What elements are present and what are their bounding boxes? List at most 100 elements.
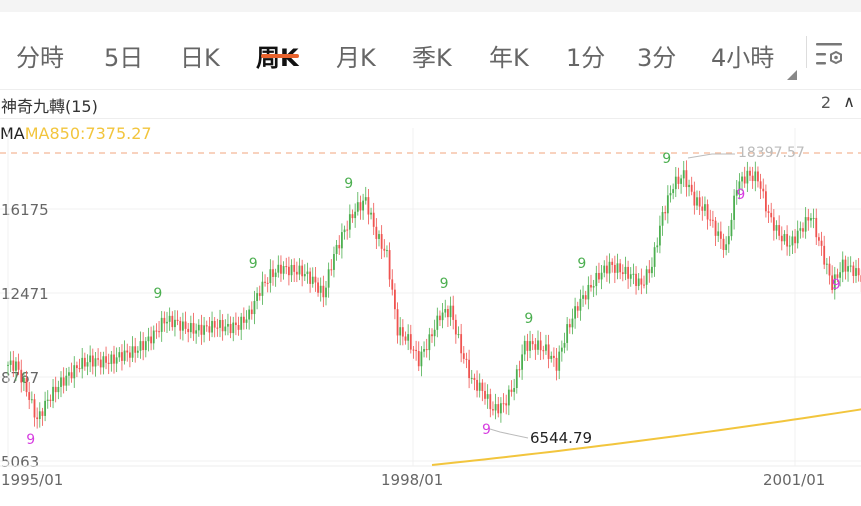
candle (775, 225, 778, 231)
candle (86, 362, 89, 367)
candle (664, 212, 667, 214)
candle (595, 272, 598, 287)
candle (401, 327, 404, 337)
tab-6[interactable]: 年K (489, 44, 529, 72)
candle (645, 269, 648, 285)
candle (433, 329, 436, 337)
candle (733, 195, 735, 220)
candle (282, 266, 285, 274)
td-sequential-label: 9 (662, 151, 671, 167)
tab-5[interactable]: 季K (412, 44, 452, 72)
candle (759, 181, 762, 189)
active-tab-indicator (261, 54, 299, 58)
candle (507, 389, 510, 406)
max-price-label: 18397.57 (738, 145, 805, 161)
candle (38, 411, 41, 420)
candle (227, 323, 229, 327)
candle (409, 334, 412, 350)
candle (788, 245, 791, 247)
candle (825, 263, 828, 265)
candle (359, 202, 362, 211)
tab-9[interactable]: 4小時 (711, 44, 775, 72)
candle (481, 382, 484, 391)
candle (176, 319, 179, 321)
candle (629, 274, 632, 279)
candle (476, 379, 478, 391)
tab-4[interactable]: 月K (336, 44, 376, 72)
candle (606, 265, 608, 274)
candle (447, 309, 449, 318)
candle (256, 293, 258, 301)
list-settings-icon[interactable] (814, 40, 846, 70)
candle (693, 191, 696, 206)
candle (820, 240, 823, 246)
candle (333, 253, 335, 270)
candle (216, 327, 219, 329)
candle (412, 349, 415, 351)
candle (301, 265, 304, 277)
candle (613, 264, 616, 273)
candle (295, 271, 298, 275)
tab-7[interactable]: 1分 (566, 44, 606, 72)
candle (240, 316, 243, 330)
candle (242, 316, 245, 323)
candle (232, 322, 235, 334)
candle (719, 231, 722, 239)
candle (250, 309, 253, 315)
tab-8[interactable]: 3分 (637, 44, 677, 72)
candle (192, 323, 195, 334)
candle (303, 274, 306, 277)
ma850-value: MA850:7375.27 (24, 124, 152, 143)
tab-0[interactable]: 分時 (16, 44, 64, 72)
candle (439, 315, 441, 321)
candle (272, 269, 274, 277)
candle (396, 309, 399, 336)
candle (762, 188, 765, 192)
candle (229, 323, 232, 334)
candle (266, 282, 269, 284)
tab-1[interactable]: 5日 (104, 44, 144, 72)
chevron-up-icon[interactable]: ∧ (843, 92, 855, 111)
candle (348, 214, 351, 230)
candle (91, 355, 94, 367)
candle (796, 230, 799, 244)
tab-3[interactable]: 周K (256, 44, 299, 72)
candle (115, 357, 118, 364)
candle (497, 404, 500, 414)
candle (57, 386, 60, 393)
candle (309, 271, 311, 284)
candle (579, 298, 582, 311)
candle (698, 197, 701, 207)
ma-label: MA (0, 124, 25, 143)
candle (136, 350, 139, 353)
candle (131, 346, 134, 358)
candle (555, 357, 558, 371)
candle (780, 235, 783, 242)
candle (319, 285, 322, 293)
candle (89, 355, 92, 363)
candle (566, 324, 569, 343)
candle (515, 369, 518, 389)
candle (526, 340, 529, 351)
candle (749, 170, 751, 176)
candle (470, 377, 473, 379)
candle (547, 344, 550, 359)
candle (68, 372, 70, 376)
td-sequential-label: 9 (524, 311, 533, 327)
candle (219, 319, 221, 328)
candle (431, 334, 433, 337)
candle (478, 382, 481, 391)
candle (139, 341, 142, 351)
candle (574, 306, 576, 319)
candle (672, 189, 675, 194)
status-bar (0, 0, 861, 12)
candle (118, 352, 121, 358)
candle (751, 175, 754, 182)
candle (489, 394, 492, 410)
tab-2[interactable]: 日K (180, 44, 220, 72)
candle (33, 399, 36, 418)
candle (52, 386, 54, 401)
candle (584, 295, 587, 300)
indicator-row[interactable]: 神奇九轉(15) 2 ∧ (0, 92, 861, 116)
